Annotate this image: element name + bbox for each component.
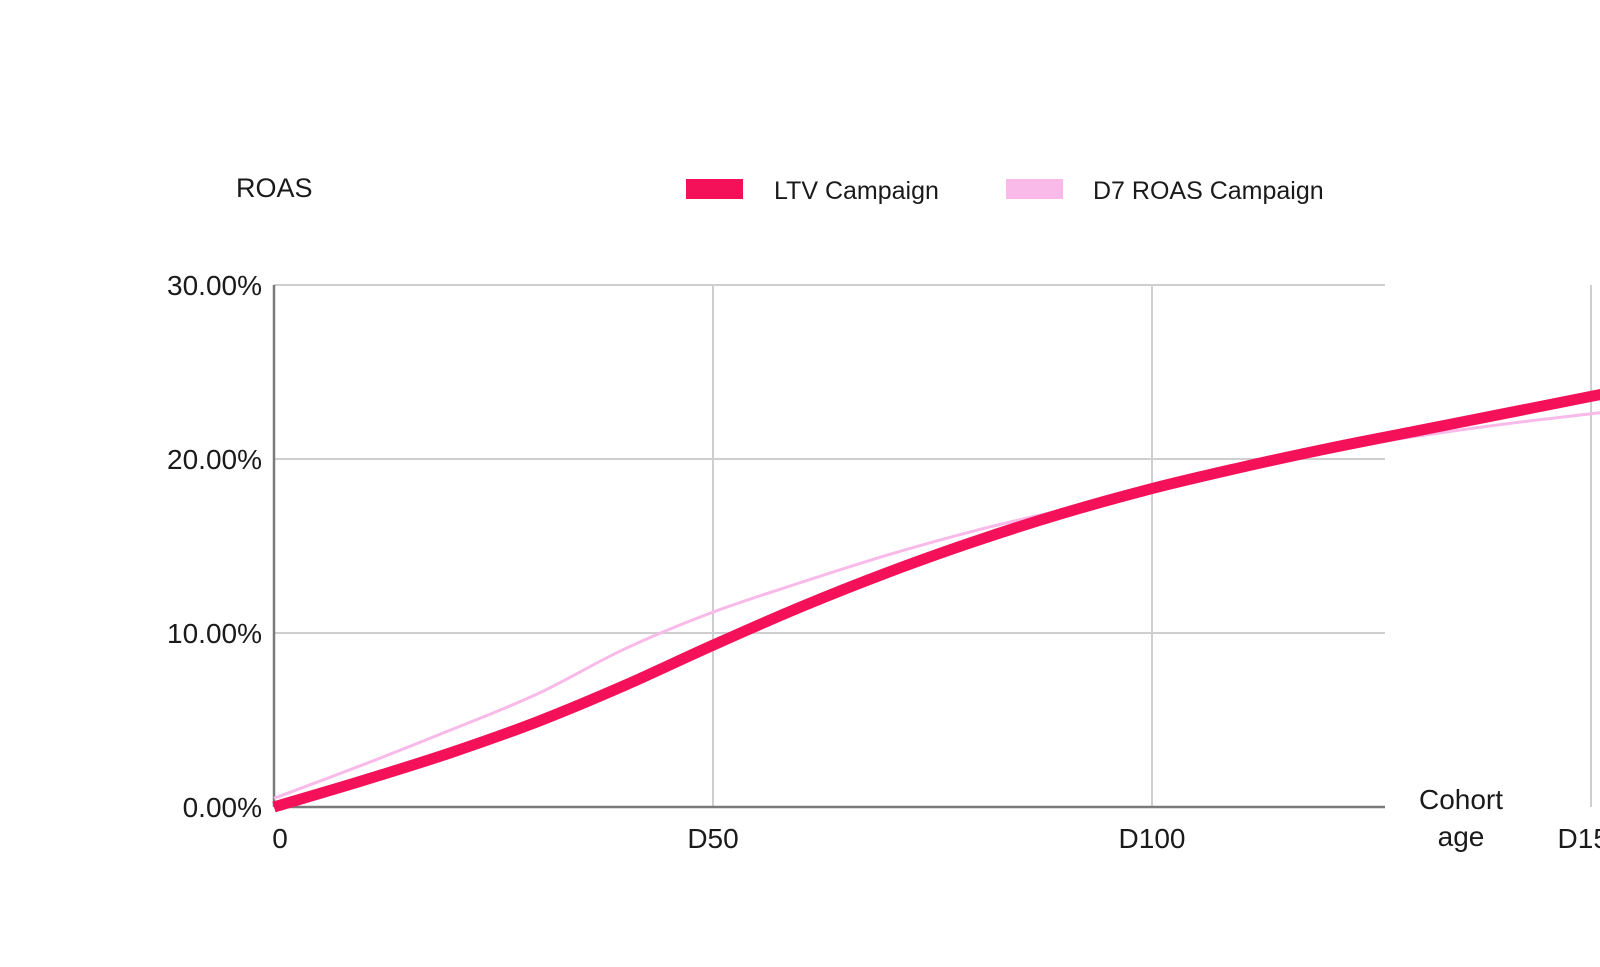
x-axis-title: Cohort age — [1419, 784, 1503, 852]
y-tick-label-30: 30.00% — [167, 270, 262, 301]
y-tick-label-0: 0.00% — [183, 792, 262, 823]
legend-label-ltv-campaign: LTV Campaign — [774, 177, 939, 205]
x-tick-label-150: D150 — [1558, 823, 1600, 854]
legend-label-d7-roas-campaign: D7 ROAS Campaign — [1093, 177, 1324, 205]
axes — [272, 285, 1385, 809]
legend-swatch-d7-roas-campaign — [1006, 179, 1063, 199]
legend: LTV Campaign D7 ROAS Campaign — [686, 177, 1324, 205]
legend-item-ltv-campaign[interactable]: LTV Campaign — [686, 177, 939, 205]
legend-swatch-ltv-campaign — [686, 179, 743, 199]
tick-labels: 0.00% 10.00% 20.00% 30.00% 0 D50 D100 D150 — [167, 270, 1600, 854]
x-axis-title-line-2: age — [1438, 821, 1485, 852]
y-axis-title: ROAS — [236, 173, 313, 203]
y-tick-label-10: 10.00% — [167, 618, 262, 649]
x-tick-label-0: 0 — [272, 823, 288, 854]
series-line-d7-roas-campaign — [273, 411, 1600, 800]
grid-lines — [274, 284, 1592, 807]
x-axis-title-line-1: Cohort — [1419, 784, 1503, 815]
x-tick-label-100: D100 — [1119, 823, 1186, 854]
legend-item-d7-roas-campaign[interactable]: D7 ROAS Campaign — [1006, 177, 1324, 205]
y-tick-label-20: 20.00% — [167, 444, 262, 475]
series-line-ltv-campaign — [272, 389, 1600, 813]
x-tick-label-50: D50 — [687, 823, 738, 854]
series-lines — [272, 389, 1600, 813]
